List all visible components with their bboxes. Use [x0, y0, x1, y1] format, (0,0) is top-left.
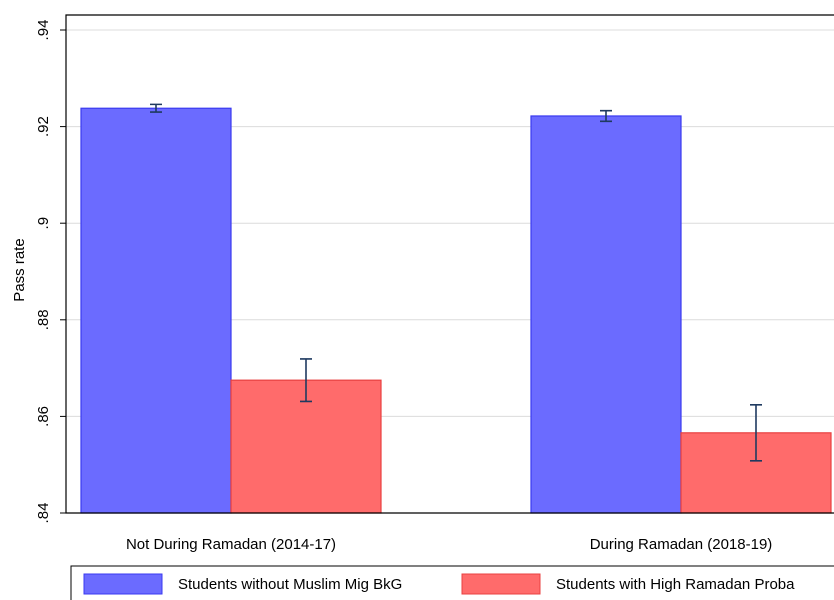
- error-bar: [300, 358, 312, 403]
- legend-label: Students with High Ramadan Proba: [556, 576, 795, 593]
- plot-frame: [65, 14, 834, 514]
- y-tick-label: .86: [35, 406, 52, 427]
- x-tick-label: During Ramadan (2018-19): [590, 536, 773, 553]
- legend-swatch: [83, 573, 163, 595]
- x-tick-label: Not During Ramadan (2014-17): [126, 536, 336, 553]
- bar: [230, 379, 382, 514]
- y-tick-label: .88: [35, 309, 52, 330]
- y-axis-title: Pass rate: [11, 238, 28, 301]
- y-tick-label: .94: [35, 20, 52, 41]
- legend-swatch: [461, 573, 541, 595]
- y-tick-label: .84: [35, 503, 52, 524]
- error-bar: [600, 109, 612, 123]
- y-tick-label: .92: [35, 116, 52, 137]
- legend-label: Students without Muslim Mig BkG: [178, 576, 402, 593]
- legend-box: [70, 565, 834, 600]
- bar: [80, 107, 232, 514]
- error-bar: [750, 404, 762, 462]
- error-bar: [150, 103, 162, 113]
- bar: [530, 115, 682, 514]
- y-tick-label: .9: [35, 217, 52, 230]
